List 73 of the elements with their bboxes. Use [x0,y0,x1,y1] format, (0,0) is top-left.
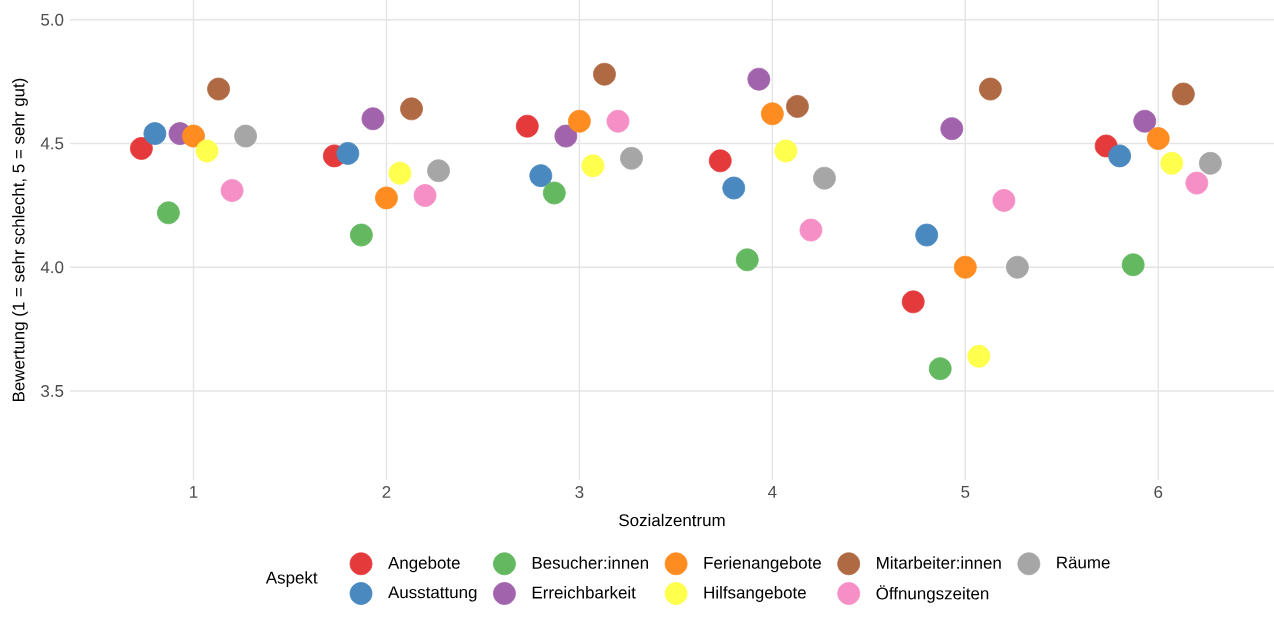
point [747,67,771,91]
point [1160,151,1184,175]
x-tick-label: 1 [190,486,198,498]
legend-label: Ferienangebote [704,556,821,573]
x-axis-title: Sozialzentrum [619,513,725,527]
legend-label: Erreichbarkeit [532,586,636,599]
point [606,109,630,133]
point [813,166,836,190]
point [1171,82,1195,106]
point [708,149,732,173]
point [735,248,759,272]
legend-title: Aspekt [265,571,318,587]
point [388,161,412,185]
x-tick-label: 6 [1154,486,1163,499]
legend-label: Angebote [388,556,460,573]
point [760,102,784,126]
point [774,139,798,163]
point [529,164,553,188]
point [182,124,205,148]
point [722,176,746,200]
point [799,218,823,242]
legend-label: Öffnungszeiten [876,585,989,603]
point [915,223,939,247]
point [157,201,180,225]
point [195,139,219,163]
point [129,137,153,160]
point [413,184,437,207]
point [515,114,539,138]
point [1108,144,1132,168]
point [234,124,257,148]
point [992,189,1016,212]
point [581,154,605,178]
y-tick-label: 5.0 [41,13,64,26]
point [361,107,385,131]
point [928,357,952,381]
point [427,159,450,183]
x-tick-label: 5 [961,486,970,498]
point [901,290,925,314]
y-tick-label: 4.5 [40,137,64,150]
point [220,179,244,202]
point [568,109,591,133]
point [542,181,566,205]
point [940,117,964,141]
y-tick-label: 4.0 [40,261,64,274]
point [953,255,977,279]
point [1198,151,1222,175]
point [967,344,991,368]
legend-label: Hilfsangebote [704,586,806,602]
point [620,146,643,170]
point [207,77,230,101]
point [375,186,398,210]
point [1121,253,1145,277]
point [554,124,578,148]
x-tick-label: 4 [768,486,777,498]
point [1006,255,1029,279]
x-tick-label: 2 [382,486,391,498]
legend-label: Besucher:innen [532,556,648,569]
y-tick-label: 3.5 [41,384,64,397]
legend-label: Mitarbeiter:innen [877,556,1001,569]
point [400,97,423,121]
point [143,122,167,146]
x-tick-label: 3 [575,486,584,499]
point [978,77,1002,101]
point [1185,171,1209,195]
legend-label: Ausstattung [388,586,477,602]
point [336,142,360,165]
point [593,62,616,86]
point [1133,109,1157,133]
point [1146,127,1170,150]
legend-label: Räume [1057,556,1110,569]
point [349,223,373,247]
y-axis-title: Bewertung (1 = sehr schlecht, 5 = sehr gut) [12,78,28,402]
point [786,94,809,118]
